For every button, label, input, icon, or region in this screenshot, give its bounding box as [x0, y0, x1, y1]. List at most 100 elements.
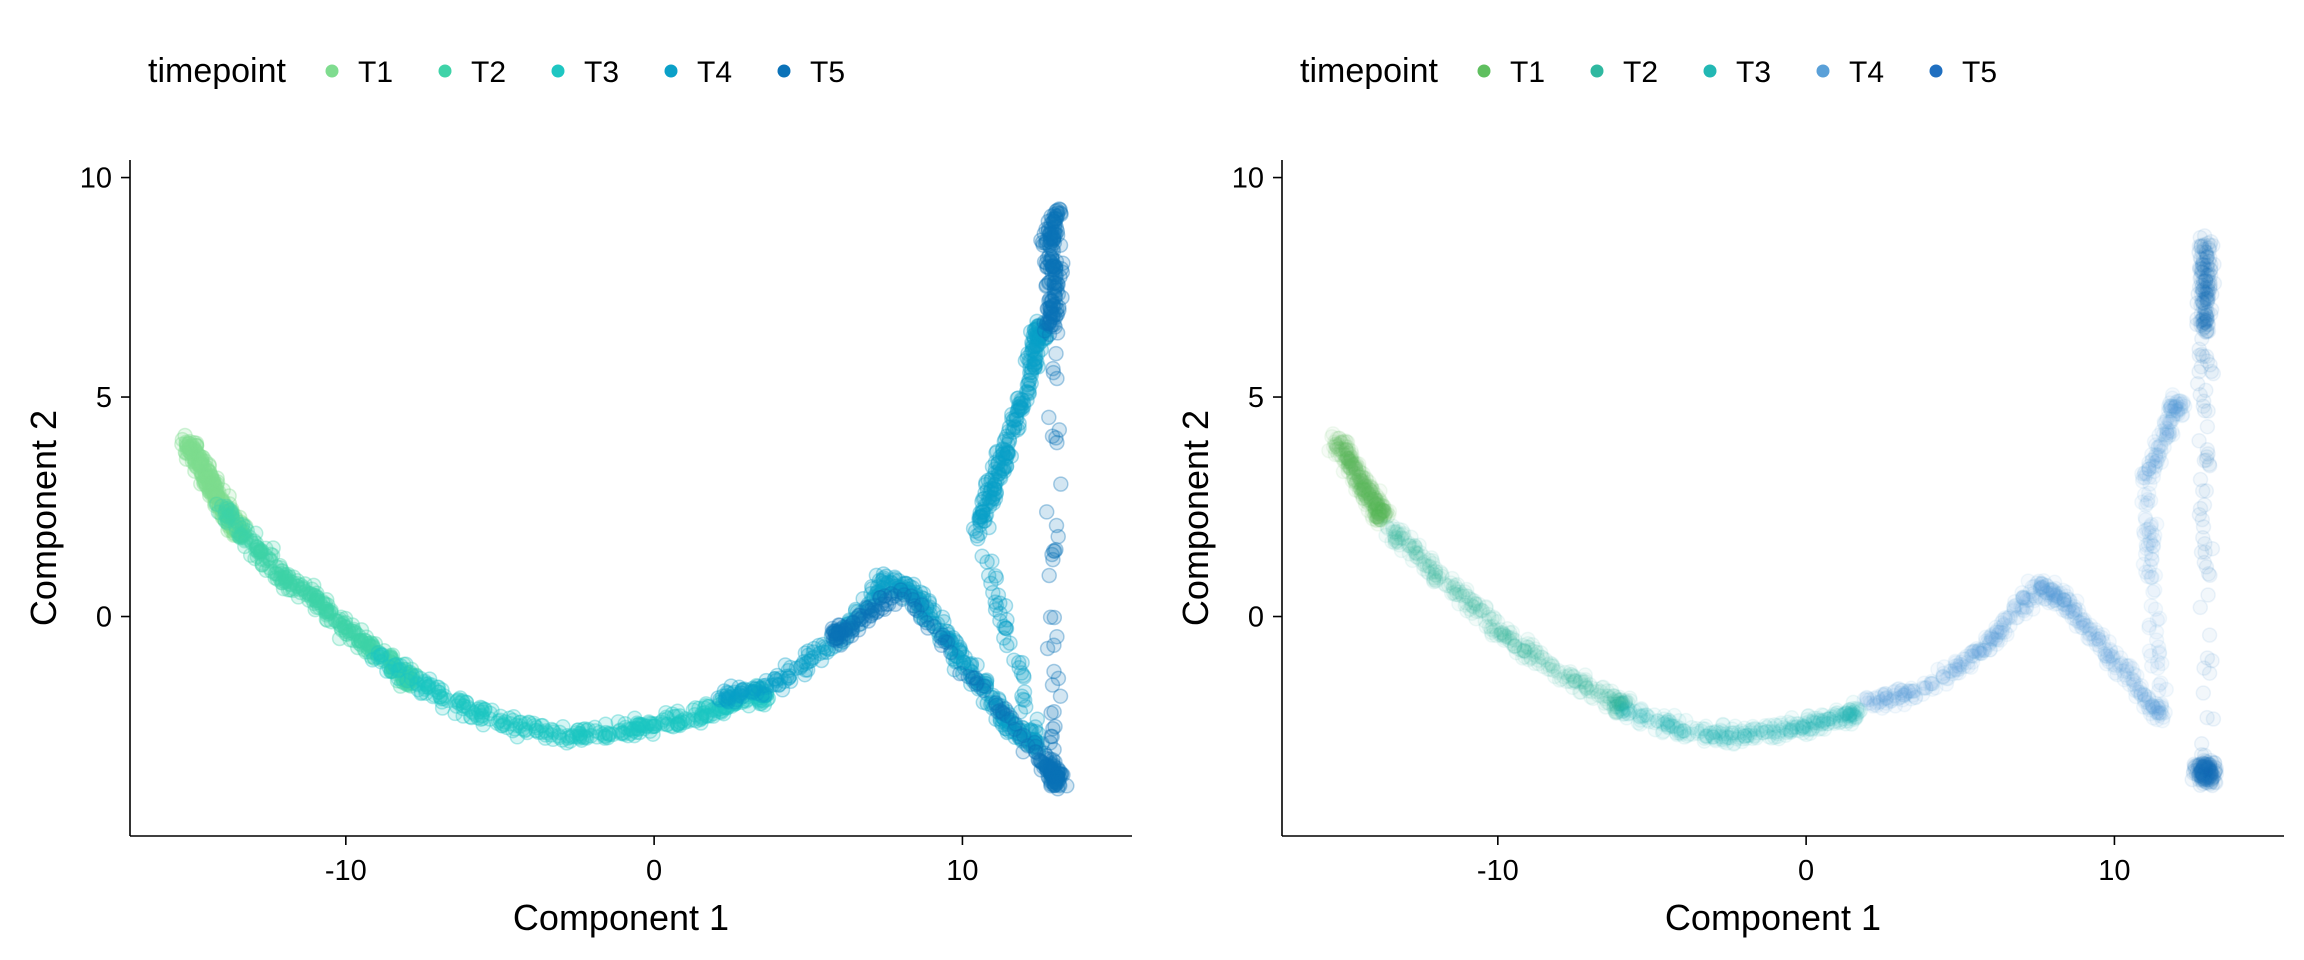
point-T1	[197, 466, 213, 482]
point-T1	[200, 472, 216, 489]
point-T2	[262, 551, 279, 568]
point-T1	[209, 474, 226, 490]
point-T2	[232, 527, 249, 543]
point-T5	[1003, 710, 1020, 726]
point-T1	[183, 445, 200, 462]
point-T1	[189, 444, 205, 461]
point-T1	[181, 439, 197, 456]
point-T2	[232, 529, 248, 546]
point-T1	[194, 457, 210, 473]
point-T3	[1801, 713, 1818, 730]
point-T4	[1907, 689, 1924, 706]
point-T5	[2195, 529, 2211, 546]
point-T1	[188, 438, 205, 454]
point-T4	[979, 554, 995, 570]
point-T1	[222, 511, 238, 527]
point-T2	[231, 525, 247, 542]
point-T1	[214, 506, 230, 523]
point-T1	[207, 489, 224, 506]
point-T5	[833, 629, 849, 645]
point-T1	[183, 438, 199, 455]
point-T1	[224, 509, 240, 526]
point-T1	[1375, 502, 1392, 519]
point-T2	[1478, 599, 1494, 616]
point-T2	[1529, 648, 1545, 665]
point-T1	[220, 522, 236, 539]
point-T2	[247, 550, 263, 567]
point-T1	[197, 474, 214, 490]
point-T1	[196, 462, 212, 478]
point-T1	[208, 479, 225, 495]
point-T2	[267, 566, 283, 582]
point-T1	[223, 522, 239, 539]
point-T1	[209, 489, 225, 505]
point-T1	[211, 484, 227, 500]
point-T2	[277, 574, 294, 590]
point-T5	[2189, 375, 2206, 392]
x-tick-label: 0	[646, 855, 662, 887]
point-T4	[2140, 491, 2156, 508]
point-T1	[227, 521, 244, 538]
point-T1	[203, 468, 220, 484]
point-T1	[190, 456, 206, 472]
point-T2	[252, 545, 269, 562]
point-T2	[231, 516, 247, 533]
point-T2	[210, 504, 227, 520]
point-T2	[1582, 676, 1598, 693]
point-T1	[220, 515, 237, 532]
point-T1	[197, 464, 213, 480]
legend-label-T2: T2	[1623, 56, 1658, 89]
point-T1	[186, 442, 203, 459]
point-T2	[233, 528, 250, 544]
point-T5	[1046, 213, 1062, 229]
point-T2	[243, 533, 259, 549]
y-axis-title: Component 2	[1175, 410, 1216, 626]
point-T1	[206, 488, 222, 504]
point-T5	[1041, 409, 1057, 426]
point-T1	[181, 435, 197, 451]
point-T1	[208, 481, 224, 498]
point-T5	[2193, 297, 2209, 314]
point-T1	[205, 474, 222, 490]
point-T1	[174, 436, 190, 453]
point-T4	[985, 584, 1001, 601]
point-T1	[223, 518, 240, 534]
point-T2	[218, 501, 234, 517]
point-T2	[277, 566, 294, 583]
legend-label-T4: T4	[697, 56, 732, 89]
point-T3	[416, 679, 432, 695]
point-T1	[204, 475, 221, 492]
point-T1	[208, 485, 224, 501]
point-T1	[206, 477, 223, 494]
legend-label-T3: T3	[1736, 56, 1771, 89]
point-T1	[231, 520, 247, 537]
point-T5	[896, 587, 912, 603]
legend-key-T1	[325, 64, 339, 78]
point-T1	[194, 466, 211, 483]
point-T2	[234, 529, 251, 545]
point-T2	[249, 542, 266, 558]
legend-key-T5	[777, 64, 791, 78]
point-T4	[1987, 632, 2004, 648]
point-T1	[223, 503, 239, 520]
point-T2	[249, 548, 265, 565]
legend-key-T3	[551, 64, 565, 78]
point-T5	[2192, 471, 2209, 488]
point-T5	[1012, 728, 1028, 745]
point-T3	[630, 716, 647, 733]
point-T1	[201, 463, 218, 480]
point-T1	[201, 464, 218, 481]
point-T2	[273, 569, 289, 585]
point-T3	[465, 705, 482, 721]
point-T4	[992, 612, 1008, 629]
legend-title: timepoint	[1300, 52, 1439, 90]
legend-label-T4: T4	[1849, 56, 1884, 89]
point-T1	[188, 458, 204, 474]
point-T1	[192, 463, 209, 480]
point-T2	[219, 508, 235, 525]
point-T5	[1052, 237, 1069, 253]
point-T2	[265, 540, 281, 556]
point-T2	[217, 503, 234, 520]
point-T1	[211, 500, 227, 516]
point-T4	[2149, 698, 2166, 714]
